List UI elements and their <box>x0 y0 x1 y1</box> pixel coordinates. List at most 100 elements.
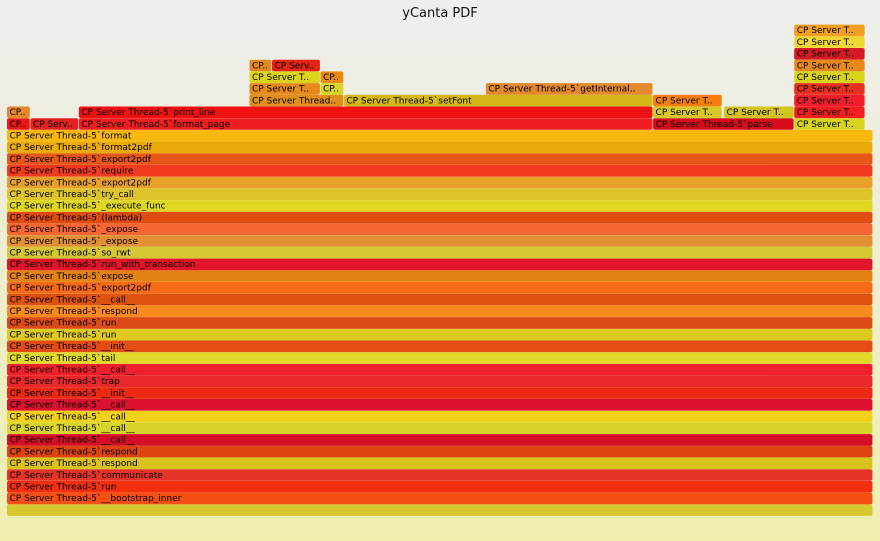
flame-frame[interactable]: CP Server Thread-5`__init__ <box>7 340 873 353</box>
flame-frame[interactable]: CP Server T.. <box>794 106 865 119</box>
flame-frame-rect[interactable] <box>320 71 344 83</box>
flame-frame-rect[interactable] <box>653 118 794 130</box>
flame-frame-rect[interactable] <box>7 246 873 259</box>
flame-frame[interactable]: CP Server Thread-5`export2pdf <box>7 282 873 294</box>
flame-frame-rect[interactable] <box>7 223 873 236</box>
flame-frame[interactable]: CP Server Thread-5`run <box>7 328 873 341</box>
flame-frame-rect[interactable] <box>7 293 873 306</box>
flame-frame[interactable]: CP.. <box>320 71 344 83</box>
flame-frame-rect[interactable] <box>30 118 79 130</box>
flame-frame[interactable]: CP Server Thread-5`getInternal.. <box>485 83 653 95</box>
flame-frame-rect[interactable] <box>724 106 794 119</box>
flame-frame-rect[interactable] <box>7 165 873 177</box>
flame-frame[interactable]: CP.. <box>7 118 30 130</box>
flame-frame-rect[interactable] <box>7 270 873 282</box>
flame-frame[interactable]: CP Server Thread-5`__call__ <box>7 399 873 411</box>
flame-frame-rect[interactable] <box>7 445 873 458</box>
flame-frame[interactable]: CP Server T.. <box>794 59 865 72</box>
flame-frame[interactable]: CP Server Thread-5`_execute_func <box>7 200 873 212</box>
flame-frame[interactable]: CP Server Thread-5`respond <box>7 445 873 458</box>
flame-frame-rect[interactable] <box>7 106 30 119</box>
flame-frame[interactable]: CP Server Thread-5`__bootstrap_inner <box>7 492 873 505</box>
flame-frame-rect[interactable] <box>794 106 865 119</box>
flame-frame[interactable]: CP Server Thread-5`run_with_transaction <box>7 258 873 271</box>
flame-frame[interactable]: CP Server T.. <box>794 94 865 107</box>
flame-frame[interactable]: CP Server T.. <box>794 83 865 95</box>
flame-frame[interactable]: CP Server T.. <box>794 118 865 130</box>
flame-frame[interactable]: CP Server Thread-5`export2pdf <box>7 153 873 165</box>
flame-frame-rect[interactable] <box>7 375 873 388</box>
flame-frame-rect[interactable] <box>653 94 722 107</box>
flame-frame-rect[interactable] <box>7 305 873 317</box>
flame-frame[interactable]: CP Server T.. <box>794 36 865 48</box>
flame-frame-rect[interactable] <box>7 328 873 341</box>
flame-frame-rect[interactable] <box>7 258 873 271</box>
flame-frame-rect[interactable] <box>7 188 873 200</box>
flame-frame-rect[interactable] <box>7 422 873 434</box>
flame-frame[interactable]: CP.. <box>249 59 272 72</box>
flame-frame[interactable]: CP Server Thread-5`export2pdf <box>7 176 873 189</box>
flame-frame[interactable]: CP Server Thread-5`format2pdf <box>7 141 873 154</box>
flame-frame-rect[interactable] <box>794 83 865 95</box>
flame-frame[interactable]: CP Server Thread-5`expose <box>7 270 873 282</box>
flame-frame-rect[interactable] <box>7 211 873 224</box>
flame-frame-rect[interactable] <box>7 118 30 130</box>
flame-frame[interactable]: CP Server Thread-5`communicate <box>7 469 873 481</box>
flame-frame[interactable]: CP Server T.. <box>724 106 794 119</box>
flame-frame[interactable]: CP Server Thread-5`setFont <box>343 94 653 107</box>
flame-frame-rect[interactable] <box>7 492 873 505</box>
flame-frame-rect[interactable] <box>7 352 873 364</box>
flame-frame-rect[interactable] <box>7 129 873 142</box>
flame-frame-rect[interactable] <box>7 387 873 399</box>
flame-frame[interactable]: CP Server Thread-5`tail <box>7 352 873 364</box>
flame-frame-rect[interactable] <box>653 106 722 119</box>
flame-frame[interactable]: CP Server Thread-5`__call__ <box>7 422 873 434</box>
flame-frame[interactable]: CP Serv.. <box>272 59 320 72</box>
flame-frame-rect[interactable] <box>794 48 865 60</box>
flame-frame[interactable]: CP Server Thread-5`respond <box>7 457 873 470</box>
flame-frame-rect[interactable] <box>7 153 873 165</box>
flame-frame-rect[interactable] <box>794 59 865 72</box>
flame-frame-rect[interactable] <box>7 340 873 353</box>
flame-frame[interactable]: CP Server Thread-5`__call__ <box>7 434 873 446</box>
flame-frame-rect[interactable] <box>272 59 320 72</box>
flame-frame[interactable]: CP Server Thread-5`print_line <box>78 106 653 119</box>
flame-frame[interactable]: CP Server Thread-5`run <box>7 317 873 329</box>
flame-frame-rect[interactable] <box>7 434 873 446</box>
flame-frame[interactable]: CP Server Thread-5`run <box>7 480 873 493</box>
flame-frame-rect[interactable] <box>485 83 653 95</box>
flame-frame-rect[interactable] <box>7 399 873 411</box>
flame-frame-rect[interactable] <box>320 83 344 95</box>
flame-frame[interactable]: CP.. <box>7 106 30 119</box>
flame-frame-rect[interactable] <box>7 504 873 516</box>
flame-frame-rect[interactable] <box>78 118 653 130</box>
flame-frame[interactable]: CP Server Thread-5`__call__ <box>7 363 873 376</box>
flame-frame[interactable]: CP Server Thread-5`so_rwt <box>7 246 873 259</box>
flame-frame[interactable]: CP Server T.. <box>794 24 865 37</box>
flame-frame[interactable]: CP Server Thread-5`require <box>7 165 873 177</box>
flame-frame[interactable] <box>7 504 873 516</box>
flame-frame[interactable]: CP Server Thread-5`_expose <box>7 235 873 247</box>
flame-frame-rect[interactable] <box>78 106 653 119</box>
flame-frame-rect[interactable] <box>7 176 873 189</box>
flame-frame-rect[interactable] <box>249 59 272 72</box>
flame-frame-rect[interactable] <box>7 410 873 423</box>
flame-frame-rect[interactable] <box>794 118 865 130</box>
flame-frame[interactable]: CP Server Thread-5`respond <box>7 305 873 317</box>
flame-frame-rect[interactable] <box>7 457 873 470</box>
flame-frame-rect[interactable] <box>249 83 320 95</box>
flame-frame[interactable]: CP Server Thread-5`__call__ <box>7 293 873 306</box>
flame-frame[interactable]: CP Serv.. <box>30 118 79 130</box>
flame-frame[interactable]: CP Server Thread.. <box>249 94 344 107</box>
flame-frame[interactable]: CP Server T.. <box>653 94 722 107</box>
flame-frame-rect[interactable] <box>249 71 320 83</box>
flame-frame[interactable]: CP Server T.. <box>794 48 865 60</box>
flame-frame-rect[interactable] <box>7 235 873 247</box>
flame-frame-rect[interactable] <box>794 24 865 37</box>
flame-frame-rect[interactable] <box>7 480 873 493</box>
flame-frame-rect[interactable] <box>794 36 865 48</box>
flame-frame-rect[interactable] <box>7 317 873 329</box>
flame-frame[interactable]: CP Server Thread-5`__init__ <box>7 387 873 399</box>
flame-frame-rect[interactable] <box>7 200 873 212</box>
flame-frame-rect[interactable] <box>7 141 873 154</box>
